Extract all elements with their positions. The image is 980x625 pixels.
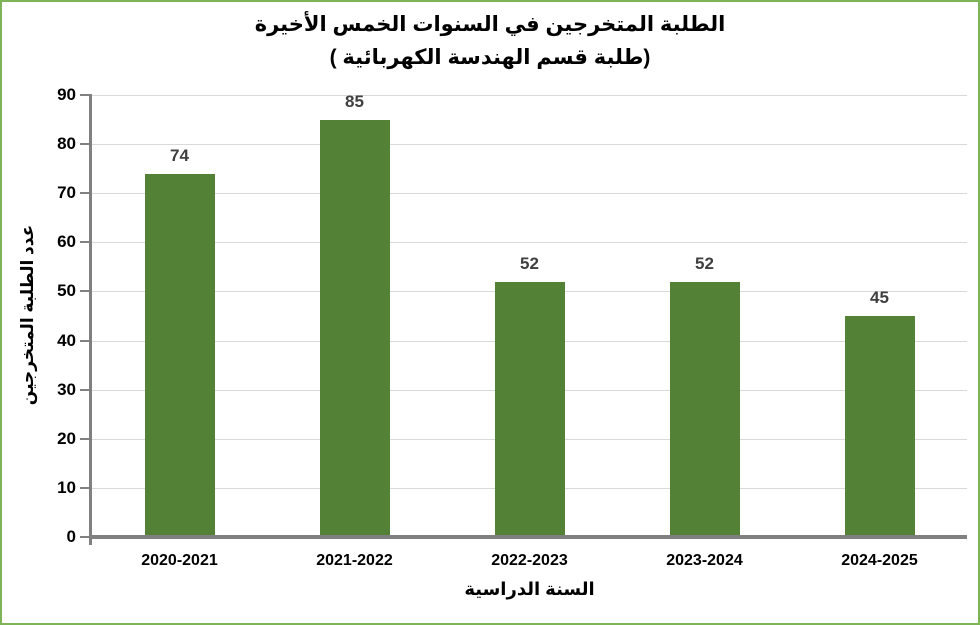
y-tick-label: 20 <box>57 428 76 448</box>
y-tick-label: 90 <box>57 85 76 104</box>
bar-value-label: 52 <box>520 253 539 273</box>
bar-value-label: 85 <box>345 91 364 111</box>
chart-title-line-1: الطلبة المتخرجين في السنوات الخمس الأخير… <box>254 13 726 36</box>
y-tick-label: 10 <box>57 477 76 497</box>
bar <box>669 281 740 537</box>
y-axis-tick <box>80 486 89 489</box>
y-axis-tick <box>80 536 89 538</box>
x-tick-label: 2021-2022 <box>316 552 393 569</box>
chart-title-line-2: (طلبة قسم الهندسة الكهربائية ) <box>329 46 651 69</box>
x-axis-title: السنة الدراسية <box>464 579 595 599</box>
y-tick-label: 40 <box>57 330 76 350</box>
bar-value-label: 45 <box>870 288 889 307</box>
x-axis-line <box>89 535 967 539</box>
y-axis-tick <box>80 388 89 391</box>
y-tick-label: 50 <box>57 281 76 301</box>
bar <box>494 281 565 537</box>
y-axis-tick <box>80 192 89 195</box>
y-gridline <box>92 95 967 96</box>
x-tick-label: 2020-2021 <box>141 552 218 569</box>
x-tick-label: 2022-2023 <box>491 552 568 569</box>
y-tick-label: 80 <box>57 134 76 154</box>
y-axis-tick <box>80 339 89 342</box>
y-axis-tick <box>80 437 89 440</box>
bar <box>844 316 915 537</box>
bar-value-label: 74 <box>170 145 189 165</box>
bar <box>144 173 215 537</box>
y-tick-label: 70 <box>57 183 76 203</box>
y-axis-tick <box>80 241 89 244</box>
x-tick-label: 2023-2024 <box>666 552 743 569</box>
y-tick-label: 60 <box>57 232 76 252</box>
y-tick-label: 0 <box>66 527 76 546</box>
bar-value-label: 52 <box>695 253 714 273</box>
y-gridline <box>92 144 967 146</box>
x-tick-label: 2024-2025 <box>841 552 918 569</box>
y-axis-tick <box>80 290 89 293</box>
y-axis-tick <box>80 143 89 146</box>
y-axis-tick <box>80 94 89 96</box>
y-axis-line <box>89 94 92 545</box>
y-gridline <box>92 242 967 244</box>
y-tick-label: 30 <box>57 379 76 399</box>
bar <box>319 119 390 537</box>
y-gridline <box>92 193 967 195</box>
